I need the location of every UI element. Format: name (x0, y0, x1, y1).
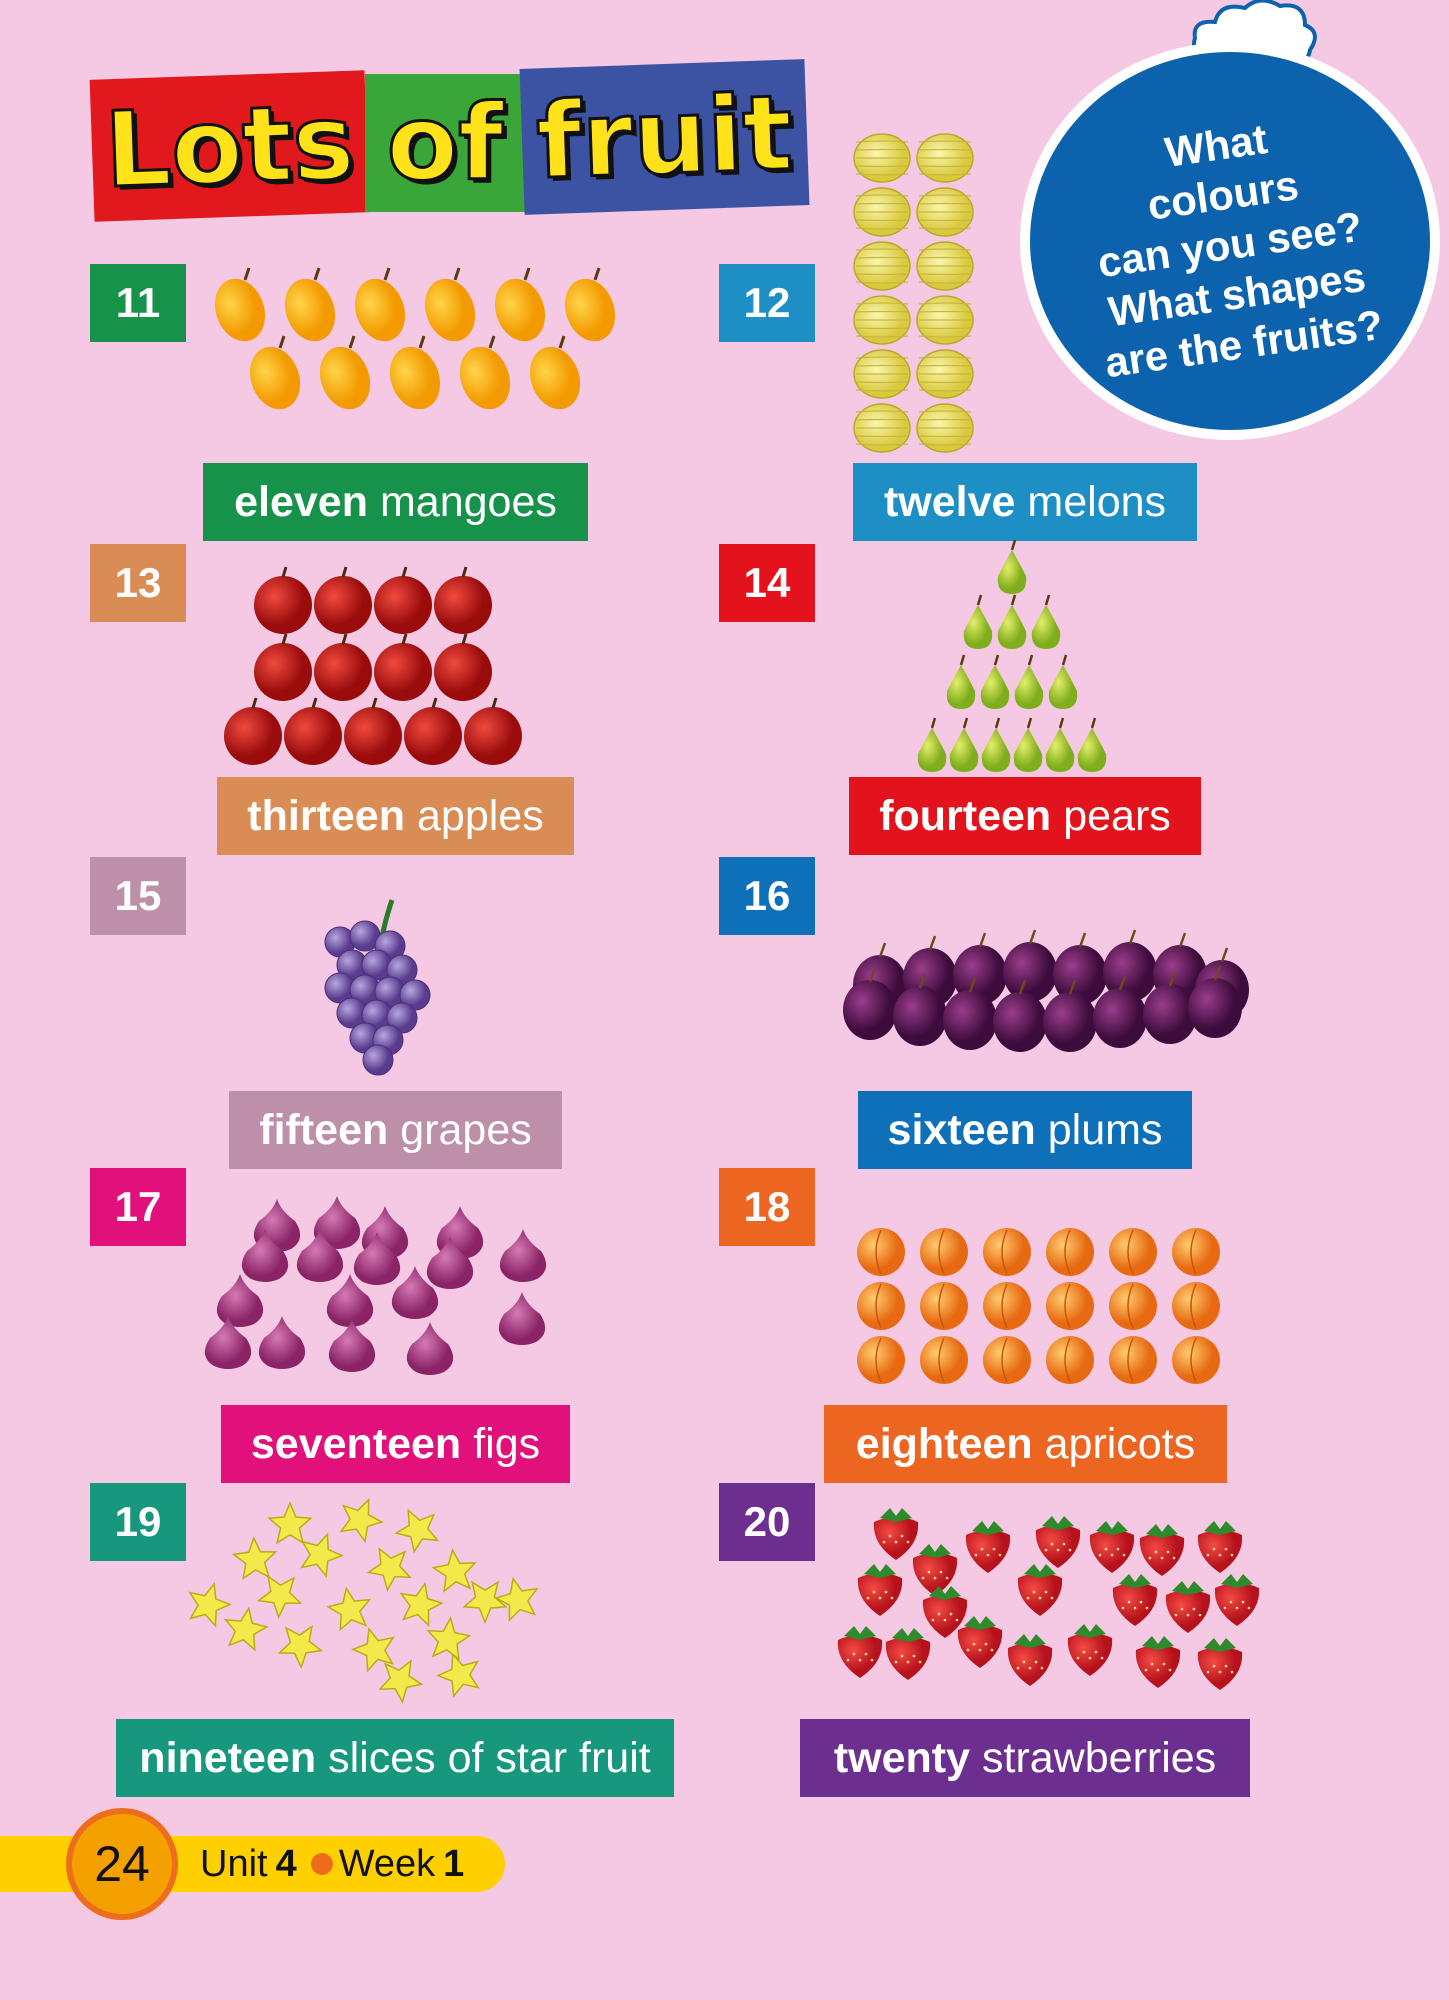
number-badge-11: 11 (90, 264, 186, 342)
apricot-icons (857, 1228, 1220, 1384)
page-number: 24 (66, 1808, 178, 1920)
number-badge-18: 18 (719, 1168, 815, 1246)
number-badge-16: 16 (719, 857, 815, 935)
star-fruit-icons (188, 1497, 539, 1704)
label-mangoes: eleven mangoes (203, 463, 588, 541)
fig-icons (204, 1196, 547, 1375)
plum-icons (843, 929, 1249, 1052)
number-badge-19: 19 (90, 1483, 186, 1561)
label-grapes: fifteen grapes (229, 1091, 562, 1169)
label-star-fruit: nineteen slices of star fruit (116, 1719, 674, 1797)
number-badge-17: 17 (90, 1168, 186, 1246)
label-pears: fourteen pears (849, 777, 1201, 855)
bullet-dot-icon (310, 1853, 333, 1875)
label-apples: thirteen apples (217, 777, 574, 855)
strawberry-icons (837, 1508, 1260, 1690)
label-figs: seventeen figs (221, 1405, 570, 1483)
number-badge-12: 12 (719, 264, 815, 342)
unit-week-label: Unit 4 Week 1 (200, 1842, 465, 1885)
number-badge-14: 14 (719, 544, 815, 622)
number-badge-15: 15 (90, 857, 186, 935)
pear-icons (917, 539, 1107, 772)
grape-icons (324, 899, 431, 1076)
melon-icons (853, 133, 974, 453)
question-bubble (1030, 52, 1430, 430)
title-word-of: of (365, 74, 525, 212)
number-badge-20: 20 (719, 1483, 815, 1561)
apple-icons (224, 566, 522, 765)
label-melons: twelve melons (853, 463, 1197, 541)
number-badge-13: 13 (90, 544, 186, 622)
label-plums: sixteen plums (858, 1091, 1192, 1169)
label-strawberries: twenty strawberries (800, 1719, 1250, 1797)
mango-icons (214, 267, 616, 410)
label-apricots: eighteen apricots (824, 1405, 1227, 1483)
